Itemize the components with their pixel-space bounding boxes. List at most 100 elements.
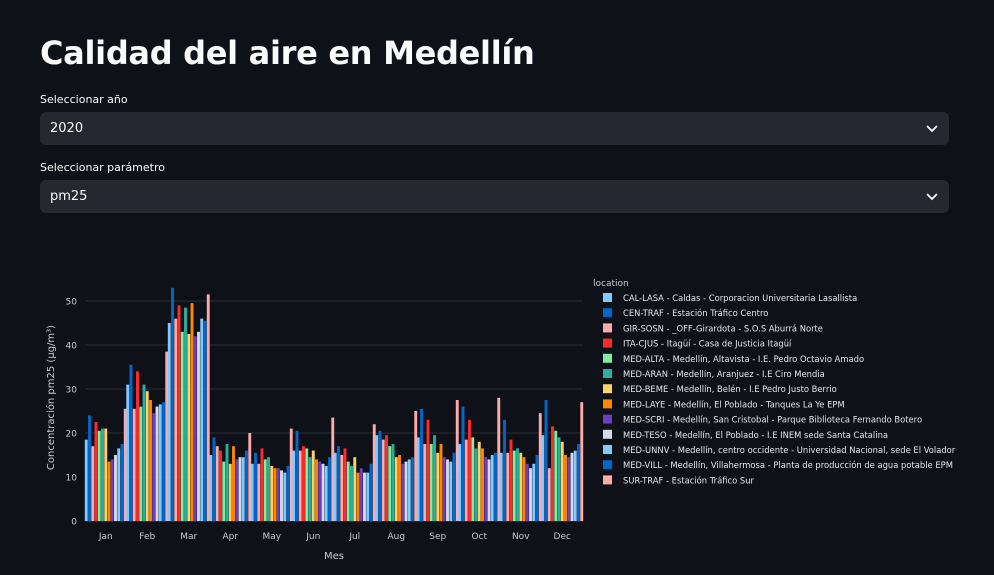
bar [446,459,449,521]
bar [343,448,347,521]
bar [439,444,443,521]
bar [420,408,423,521]
bar [238,457,242,521]
bar [302,446,305,521]
legend-item: GIR-SOSN - _OFF-Girardota - S.O.S Aburrá… [623,323,823,333]
x-tick-label: Jun [305,532,320,542]
chevron-down-icon [925,122,939,136]
bar [132,408,136,521]
x-tick-label: Dec [554,532,571,542]
legend-title: location [593,279,629,289]
bar [187,334,191,521]
bar [212,437,216,521]
legend-swatch [603,323,612,333]
bar [123,408,127,521]
bar [490,455,494,521]
bar [541,435,545,521]
bar [84,439,88,521]
bar [557,437,561,521]
bar [88,415,91,521]
x-tick-label: Apr [222,532,238,542]
bar [94,422,98,521]
bar [286,466,290,521]
bar [426,419,430,521]
bar [260,448,264,521]
bar [359,468,363,521]
legend-item: MED-TESO - Medellín, El Poblado - I.E IN… [623,430,888,440]
bar [250,463,254,521]
bar [535,455,539,521]
bar [248,433,252,521]
legend-item: MED-ARAN - Medellín, Aranjuez - I.E Ciro… [623,369,825,379]
bar [101,428,104,521]
bar [180,331,184,521]
bar [554,430,558,521]
bar [315,459,318,521]
bar [369,463,373,521]
legend-swatch [603,308,612,318]
legend-swatch [603,429,612,439]
bar [340,455,344,521]
bar [318,461,322,521]
bar [110,459,114,521]
bar [481,448,484,521]
bar [551,426,554,521]
chevron-down-icon [925,190,939,204]
bar [292,450,296,521]
bar [497,397,501,521]
param-select[interactable]: pm25 [40,180,949,213]
bar [449,461,453,521]
bar [509,439,513,521]
legend-item: MED-UNNV - Medellín, centro occidente - … [623,445,956,455]
y-tick-label: 0 [71,518,77,528]
x-tick-label: Jul [348,532,360,542]
bar [254,452,257,521]
bar [228,463,232,521]
legend-swatch [603,414,612,424]
x-axis-title: Mes [324,551,344,562]
bar [346,461,350,521]
bar [225,444,229,521]
bar [560,441,564,521]
bar [114,455,117,521]
bar [257,463,261,521]
bar [197,331,200,521]
bar [452,452,456,521]
bar [276,468,280,521]
year-select[interactable]: 2020 [40,112,949,145]
bar [158,404,162,521]
bar [241,457,245,521]
bar [570,452,574,521]
bar [468,419,471,521]
bar [544,400,548,521]
bar [215,446,219,521]
bar [280,470,283,521]
bar [167,323,171,521]
bar [378,430,382,521]
legend-swatch [603,460,612,470]
bar [333,452,337,521]
bar [152,413,156,521]
x-tick-label: Sep [429,532,446,542]
bar [171,287,174,521]
bar [136,371,139,521]
bar [455,400,459,521]
bar [411,457,414,521]
bar [97,430,101,521]
y-axis-title: Concentración pm25 (µg/m³) [45,325,57,470]
bar [129,364,133,521]
bar [532,463,536,521]
legend-item: ITA-CJUS - Itagüí - Casa de Justicia Ita… [623,339,792,349]
bar [283,472,287,521]
bar [458,444,462,521]
bar [298,450,302,521]
bar [149,400,152,521]
bar [433,435,436,521]
bar [436,452,440,521]
bar [464,439,468,521]
bar [407,459,411,521]
bar [200,318,204,521]
legend-item: SUR-TRAF - Estación Tráfico Sur [623,475,755,485]
legend-item: MED-ALTA - Medellín, Altavista - I.E. Pe… [623,354,864,364]
bar [232,446,235,521]
